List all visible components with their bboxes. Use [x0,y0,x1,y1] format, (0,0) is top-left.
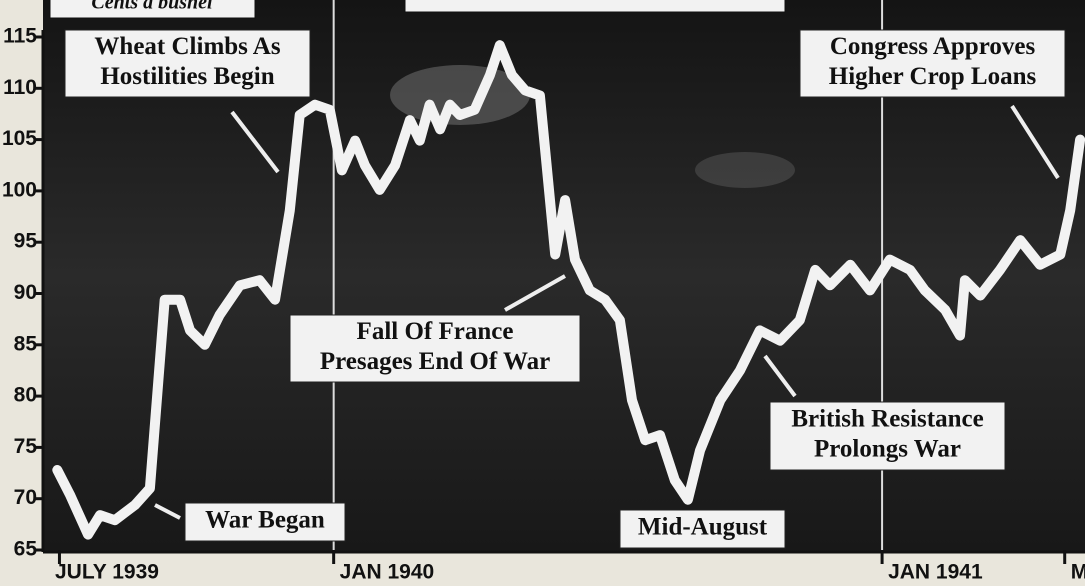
y-tick-label: 95 [14,230,38,253]
page: Cents a bushel 65 70 75 80 85 90 95 100 105 110 11… [0,0,1085,586]
y-tick-label: 115 [3,25,37,48]
y-tick-label: 110 [3,76,37,99]
annotation-text: British Resistance [791,406,983,433]
chart: Cents a bushel 65 70 75 80 85 90 95 100 105 110 11… [0,0,1085,586]
annotation-text: Prolongs War [814,436,961,463]
y-tick-label: 75 [14,435,38,458]
annotation-text: Mid-August [638,514,768,541]
annotation-text: Wheat Climbs As [94,33,280,60]
annotation-text: Fall Of France [357,318,514,345]
x-tick-label: JAN 1941 [888,561,983,584]
y-tick-label: 100 [2,178,37,201]
header-box [405,0,785,12]
y-tick-label: 70 [14,486,37,509]
y-tick-label: 90 [14,281,37,304]
annotation-text: Presages End Of War [320,348,550,375]
annotation-text: Congress Approves [830,33,1036,60]
x-tick-label: JULY 1939 [55,561,159,584]
annotation-text: War Began [205,507,325,534]
y-tick-label: 80 [14,384,37,407]
x-tick-label: MAY [1071,561,1085,584]
x-tick-label: JAN 1940 [340,561,435,584]
y-tick-label: 65 [14,538,38,561]
y-axis-label: Cents a bushel [91,0,213,14]
y-tick-label: 105 [2,127,37,150]
y-tick-label: 85 [14,332,38,355]
cloud [695,152,795,188]
annotation-text: Hostilities Begin [100,63,274,90]
annotation-text: Higher Crop Loans [829,63,1037,90]
